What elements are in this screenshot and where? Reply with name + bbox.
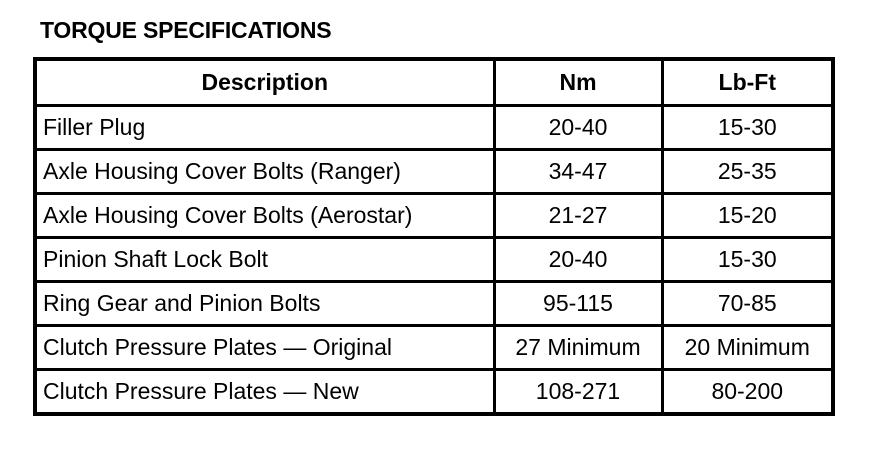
cell-nm: 20-40 xyxy=(492,236,664,283)
table-row: Axle Housing Cover Bolts (Ranger) 34-47 25… xyxy=(33,148,835,195)
table-row: Filler Plug 20-40 15-30 xyxy=(33,104,835,151)
cell-description: Clutch Pressure Plates — Original xyxy=(33,324,496,371)
cell-description: Pinion Shaft Lock Bolt xyxy=(33,236,496,283)
cell-description: Ring Gear and Pinion Bolts xyxy=(33,280,496,327)
table-row: Axle Housing Cover Bolts (Aerostar) 21-27… xyxy=(33,192,835,239)
cell-lbft: 15-30 xyxy=(660,104,835,151)
header-nm: Nm xyxy=(492,57,664,107)
cell-description: Clutch Pressure Plates — New xyxy=(33,368,496,416)
header-row: Description Nm Lb-Ft xyxy=(33,57,835,107)
cell-nm: 20-40 xyxy=(492,104,664,151)
cell-nm: 95-115 xyxy=(492,280,664,327)
table-row: Pinion Shaft Lock Bolt 20-40 15-30 xyxy=(33,236,835,283)
cell-lbft: 15-20 xyxy=(660,192,835,239)
cell-lbft: 15-30 xyxy=(660,236,835,283)
cell-nm: 21-27 xyxy=(492,192,664,239)
header-lbft: Lb-Ft xyxy=(660,57,835,107)
cell-description: Axle Housing Cover Bolts (Ranger) xyxy=(33,148,496,195)
header-description: Description xyxy=(33,57,496,107)
torque-spec-table: Description Nm Lb-Ft Filler Plug 20-40 15-… xyxy=(33,57,835,416)
table-row: Clutch Pressure Plates — New 108-271 80-20… xyxy=(33,368,835,416)
table-row: Clutch Pressure Plates — Original 27 Mini… xyxy=(33,324,835,371)
cell-description: Filler Plug xyxy=(33,104,496,151)
cell-nm: 34-47 xyxy=(492,148,664,195)
table-row: Ring Gear and Pinion Bolts 95-115 70-85 xyxy=(33,280,835,327)
cell-lbft: 80-200 xyxy=(660,368,835,416)
cell-description: Axle Housing Cover Bolts (Aerostar) xyxy=(33,192,496,239)
cell-lbft: 70-85 xyxy=(660,280,835,327)
cell-lbft: 25-35 xyxy=(660,148,835,195)
cell-nm: 108-271 xyxy=(492,368,664,416)
cell-lbft: 20 Minimum xyxy=(660,324,835,371)
cell-nm: 27 Minimum xyxy=(492,324,664,371)
page-title: TORQUE SPECIFICATIONS xyxy=(40,17,332,43)
